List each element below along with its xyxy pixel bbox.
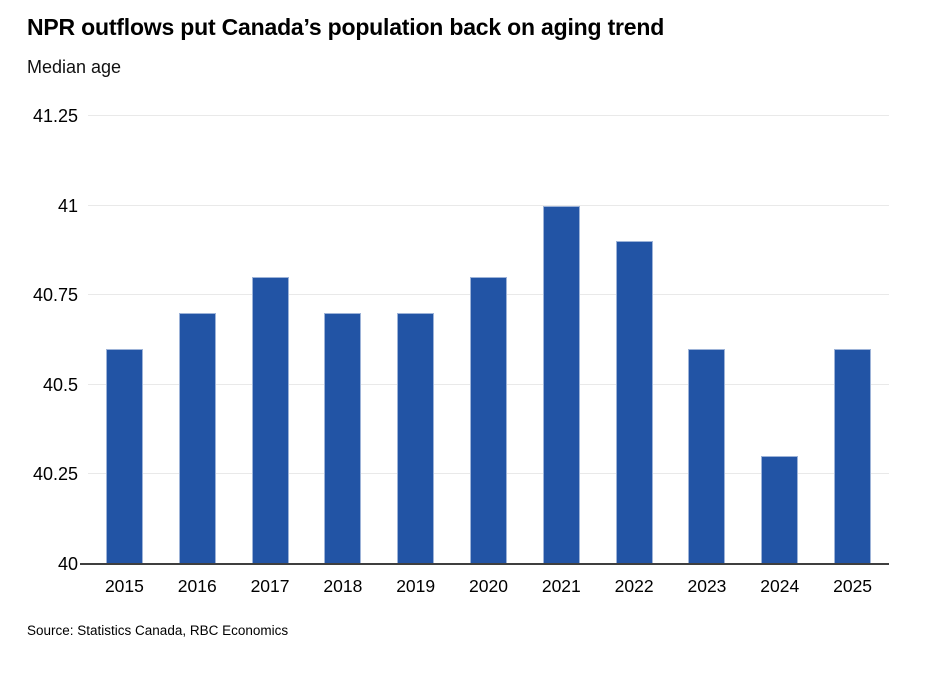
y-tick-label: 41: [57, 195, 78, 216]
x-tick-label: 2024: [760, 576, 800, 596]
y-tick-label: 40.75: [32, 285, 78, 306]
gridline: [88, 115, 889, 116]
bar-2021: [542, 205, 580, 564]
x-tick-label: 2020: [469, 576, 508, 596]
bar-2020: [470, 277, 507, 564]
plot-area: 40 40.25 40.5 40.75 41 41.25 2015 2016 2017 2018 2…: [33, 107, 889, 596]
chart-subtitle: Median age: [27, 57, 122, 77]
y-tick-label: 41.25: [32, 106, 78, 126]
bar-2022: [615, 241, 653, 564]
bar-2016: [178, 313, 216, 564]
bar-2017: [251, 277, 289, 564]
bar-2023: [688, 348, 726, 564]
bar-2019: [397, 313, 435, 564]
x-tick-label: 2022: [614, 576, 654, 596]
chart-title: NPR outflows put Canada’s population bac…: [27, 14, 665, 40]
bar-2018: [324, 313, 362, 564]
x-tick-label: 2016: [177, 576, 217, 596]
x-axis-line: [80, 563, 889, 565]
x-tick-label: 2023: [687, 576, 727, 596]
x-tick-label: 2015: [104, 576, 144, 596]
x-tick-label: 2025: [833, 576, 873, 596]
x-tick-label: 2019: [396, 576, 436, 596]
source-note: Source: Statistics Canada, RBC Economics: [27, 623, 289, 638]
x-tick-label: 2021: [541, 576, 581, 596]
y-tick-label: 40.5: [42, 374, 78, 395]
bar-2024: [761, 456, 799, 564]
y-tick-label: 40: [57, 554, 78, 574]
gridline: [88, 204, 889, 206]
x-tick-label: 2018: [323, 576, 363, 596]
y-tick-label: 40.25: [32, 464, 78, 485]
bar-2025: [834, 348, 872, 564]
x-tick-label: 2017: [250, 576, 290, 596]
bar-2015: [105, 348, 143, 564]
